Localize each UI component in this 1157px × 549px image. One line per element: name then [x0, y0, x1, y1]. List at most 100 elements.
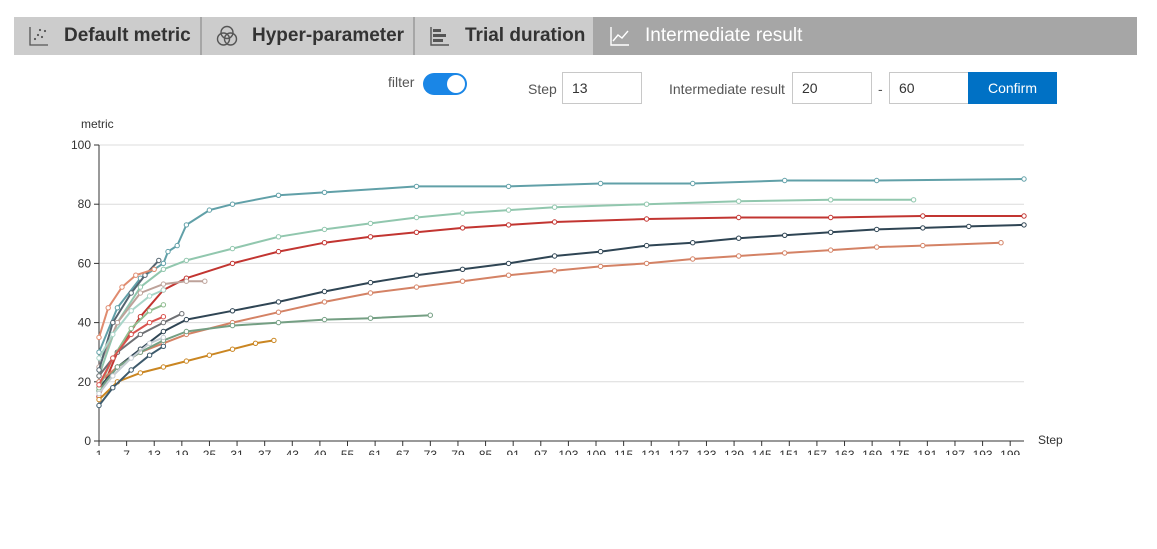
- x-tick-label: 127: [669, 448, 689, 455]
- data-point: [206, 352, 213, 358]
- data-point: [413, 272, 420, 278]
- x-tick-label: 103: [558, 448, 578, 455]
- data-point: [551, 204, 558, 210]
- data-point: [736, 198, 742, 204]
- data-point: [229, 245, 236, 252]
- data-point: [156, 257, 162, 264]
- data-point: [96, 349, 102, 355]
- data-point: [229, 346, 236, 352]
- data-point: [413, 183, 420, 190]
- data-point: [920, 225, 926, 231]
- data-point: [114, 319, 121, 326]
- data-point: [551, 268, 558, 274]
- data-point: [1021, 213, 1027, 219]
- data-point: [146, 308, 153, 314]
- range-min-input[interactable]: [792, 72, 872, 104]
- x-tick-label: 157: [807, 448, 827, 455]
- x-tick-label: 73: [424, 448, 438, 455]
- data-point: [1021, 176, 1027, 182]
- data-point: [413, 229, 420, 236]
- intermediate-result-view: filter Step Intermediate result - Confir…: [14, 55, 1137, 493]
- data-point: [110, 319, 116, 326]
- data-point: [321, 316, 328, 323]
- data-point: [413, 284, 420, 290]
- data-point: [367, 315, 374, 321]
- x-tick-label: 13: [148, 448, 162, 455]
- data-point: [160, 287, 167, 293]
- data-point: [160, 364, 167, 370]
- intermediate-range-label: Intermediate result: [669, 81, 785, 97]
- data-point: [551, 253, 558, 259]
- tab-trial-duration[interactable]: Trial duration: [415, 17, 593, 55]
- data-point: [459, 225, 466, 231]
- data-point: [183, 222, 190, 228]
- x-tick-label: 67: [396, 448, 410, 455]
- data-point: [597, 248, 604, 255]
- data-point: [998, 240, 1004, 246]
- data-point: [736, 214, 742, 221]
- tab-hyper-parameter[interactable]: Hyper-parameter: [202, 17, 413, 55]
- data-point: [229, 308, 236, 314]
- confirm-button[interactable]: Confirm: [968, 72, 1057, 104]
- x-tick-label: 97: [534, 448, 548, 455]
- x-tick-label: 193: [973, 448, 993, 455]
- series-line: [98, 215, 1024, 397]
- series-line: [98, 223, 1025, 389]
- tab-label: Default metric: [64, 25, 191, 46]
- data-point: [459, 278, 466, 284]
- tab-label: Hyper-parameter: [252, 25, 405, 46]
- data-point: [782, 177, 788, 184]
- data-point: [183, 358, 190, 364]
- data-point: [119, 284, 125, 290]
- y-tick-label: 0: [84, 434, 91, 448]
- data-point: [133, 272, 139, 278]
- data-point: [137, 370, 144, 376]
- tab-intermediate-result[interactable]: Intermediate result: [595, 17, 811, 55]
- y-tick-label: 40: [78, 316, 92, 330]
- filter-toggle[interactable]: [423, 73, 467, 95]
- x-tick-label: 31: [230, 448, 244, 455]
- x-tick-label: 151: [779, 448, 799, 455]
- data-point: [183, 278, 190, 284]
- data-point: [146, 340, 153, 347]
- data-point: [459, 210, 466, 216]
- series-line: [98, 268, 155, 338]
- tab-default-metric[interactable]: Default metric: [14, 17, 200, 55]
- step-input[interactable]: [562, 72, 642, 104]
- data-point: [275, 299, 282, 305]
- series-line: [98, 339, 275, 401]
- data-point: [96, 373, 102, 379]
- data-point: [160, 302, 167, 308]
- data-point: [160, 266, 167, 273]
- data-point: [505, 207, 512, 213]
- data-point: [275, 248, 282, 255]
- data-point: [110, 385, 116, 391]
- data-point: [321, 288, 328, 295]
- data-point: [137, 284, 144, 290]
- step-label: Step: [528, 81, 557, 97]
- data-point: [643, 242, 650, 249]
- y-tick-label: 60: [78, 256, 92, 270]
- x-tick-label: 169: [862, 448, 882, 455]
- data-point: [137, 331, 144, 338]
- data-point: [128, 325, 134, 332]
- tab-label: Trial duration: [465, 25, 586, 46]
- data-point: [874, 177, 880, 184]
- data-point: [551, 219, 558, 225]
- data-point: [160, 281, 167, 287]
- range-max-input[interactable]: [889, 72, 969, 104]
- tab-label: Intermediate result: [645, 25, 803, 46]
- circles-icon: [216, 25, 238, 47]
- x-tick-label: 115: [614, 448, 633, 455]
- data-point: [736, 253, 742, 259]
- data-point: [110, 331, 116, 338]
- x-tick-label: 139: [724, 448, 744, 455]
- data-point: [505, 183, 512, 190]
- data-point: [920, 213, 926, 219]
- tab-bar: Default metric Hyper-parameter Trial dur…: [14, 17, 1137, 55]
- data-point: [505, 260, 512, 267]
- line-chart-icon: [609, 25, 631, 47]
- data-point: [643, 201, 650, 207]
- data-point: [828, 229, 834, 236]
- data-point: [96, 402, 102, 409]
